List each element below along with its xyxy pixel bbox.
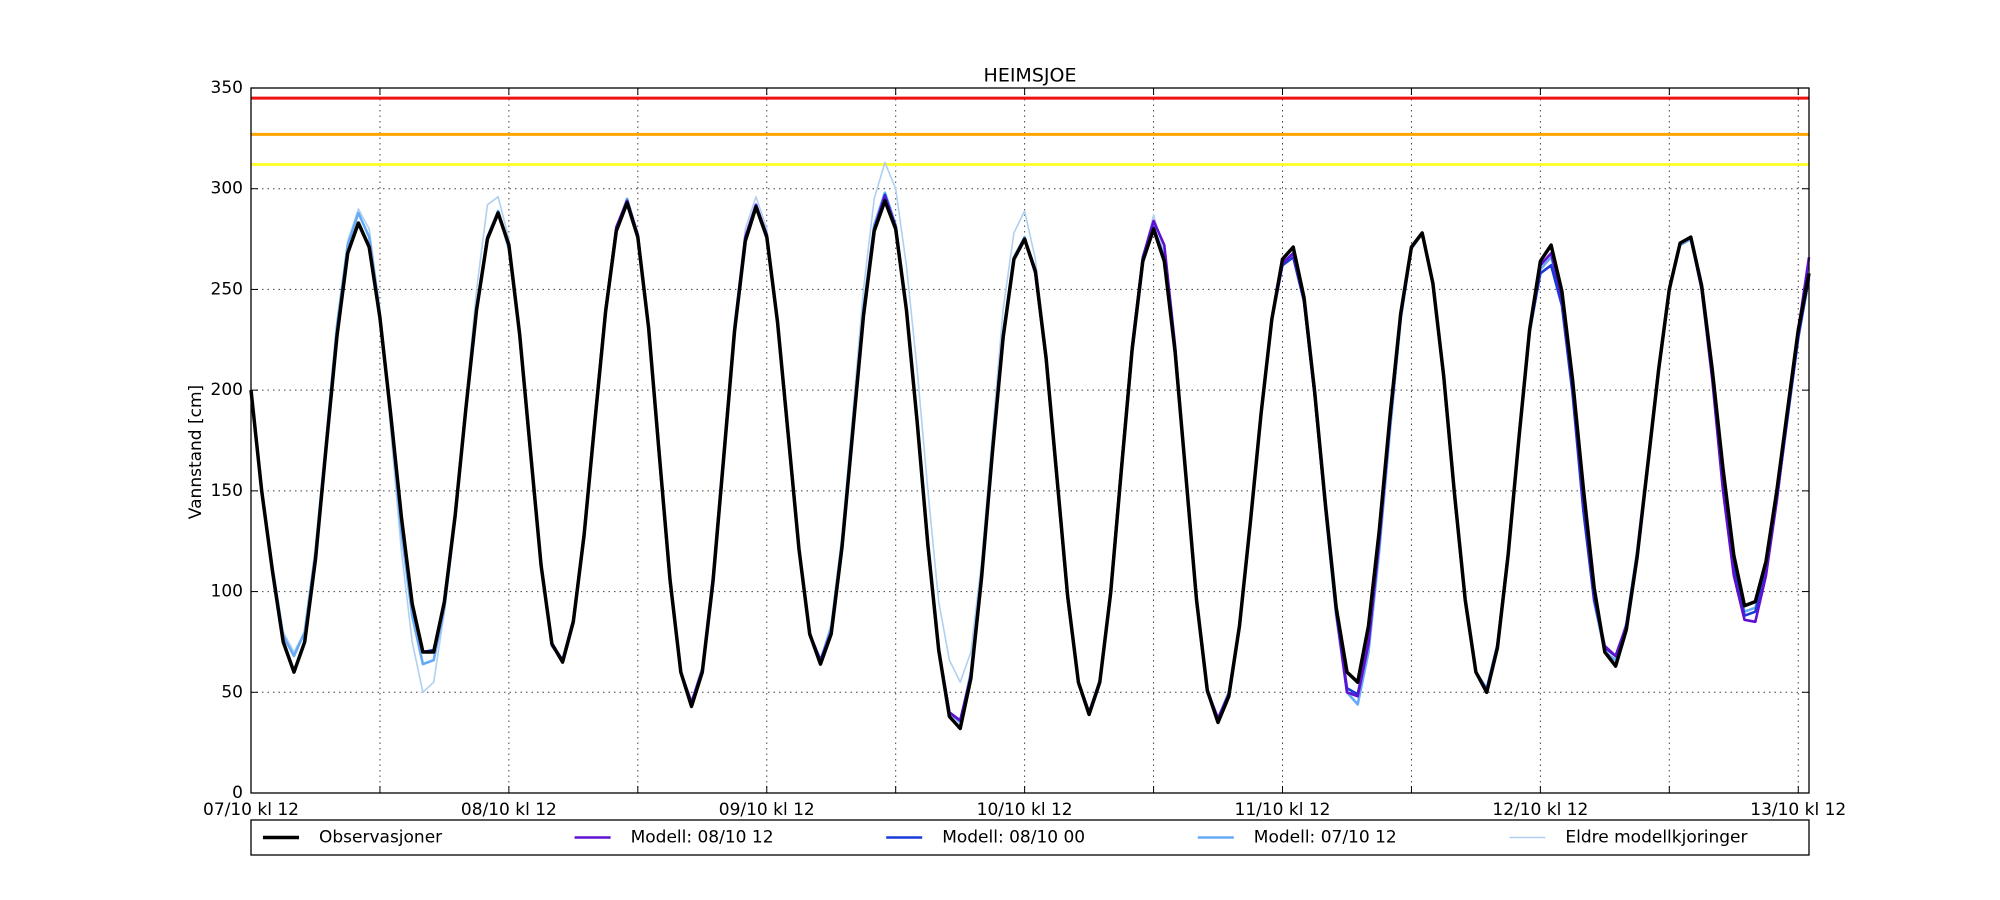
series-line [507,195,1811,722]
legend-label: Modell: 07/10 12 [1254,828,1397,848]
x-tick-label: 09/10 kl 12 [719,800,815,820]
y-tick-label: 150 [211,481,243,501]
legend-label: Modell: 08/10 00 [942,828,1085,848]
chart-title: HEIMSJOE [984,65,1077,87]
x-tick-label: 10/10 kl 12 [977,800,1073,820]
x-tick-label: 12/10 kl 12 [1492,800,1588,820]
legend-label: Modell: 08/10 12 [631,828,774,848]
y-tick-label: 300 [211,179,243,199]
y-tick-label: 0 [232,783,243,803]
y-axis-label: Vannstand [cm] [186,385,206,519]
legend-label: Eldre modellkjoringer [1565,828,1747,848]
y-tick-label: 100 [211,582,243,602]
legend: Observasjoner Modell: 08/10 12 Modell: 08/… [250,819,1810,856]
series-line [249,191,1811,724]
plot-frame [250,87,1810,794]
y-tick-label: 200 [211,380,243,400]
x-tick-label: 08/10 kl 12 [461,800,557,820]
series-line [249,199,1811,731]
legend-box [250,819,1810,856]
x-tick-label: 07/10 kl 12 [203,800,299,820]
legend-label: Observasjoner [319,828,442,848]
y-tick-label: 250 [211,279,243,299]
series-line [378,193,1811,722]
x-tick-label: 13/10 kl 12 [1750,800,1846,820]
y-tick-label: 350 [211,78,243,98]
y-tick-label: 50 [221,682,243,702]
x-tick-label: 11/10 kl 12 [1235,800,1331,820]
